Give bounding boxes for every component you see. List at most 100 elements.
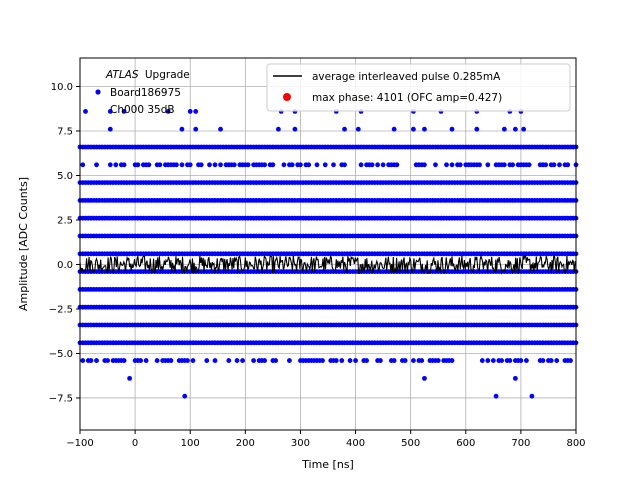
sample-point <box>80 358 86 363</box>
sample-point <box>540 358 546 363</box>
sample-point <box>479 358 485 363</box>
sample-point <box>369 162 375 168</box>
sample-point <box>212 162 218 168</box>
sample-point <box>165 108 171 114</box>
sample-point <box>94 162 99 168</box>
sample-point <box>331 162 336 168</box>
sample-point <box>179 162 185 168</box>
sample-point <box>187 162 193 168</box>
sample-point <box>245 162 251 168</box>
sample-point <box>174 162 179 168</box>
sample-point <box>207 162 212 168</box>
sample-point <box>107 126 113 132</box>
legend-box <box>266 63 571 112</box>
sample-point <box>548 358 554 363</box>
sample-point <box>358 162 364 168</box>
sample-point <box>320 358 325 363</box>
sample-point <box>187 108 193 114</box>
sample-point <box>143 358 149 363</box>
legend: average interleaved pulse 0.285mA max ph… <box>266 63 571 112</box>
sample-point <box>121 358 127 363</box>
sample-point <box>391 358 397 363</box>
sample-point <box>422 375 427 381</box>
sample-point <box>411 358 416 363</box>
sample-point <box>518 358 524 363</box>
legend-entry-pulse: average interleaved pulse 0.285mA <box>312 71 501 83</box>
sample-point <box>512 126 518 132</box>
sample-point <box>485 162 491 168</box>
sample-point <box>435 358 441 363</box>
board-marker <box>95 89 101 95</box>
sample-point <box>251 358 256 363</box>
sample-point <box>218 126 223 132</box>
sample-point <box>198 162 204 168</box>
sample-point <box>512 375 518 381</box>
sample-point <box>306 162 312 168</box>
sample-point <box>204 358 210 363</box>
x-tick-label: 500 <box>401 438 420 449</box>
sample-point <box>276 126 281 132</box>
sample-point <box>433 162 438 168</box>
legend-entry-max-phase: max phase: 4101 (OFC amp=0.427) <box>312 92 502 104</box>
x-tick-label: 0 <box>132 438 138 449</box>
y-tick-label: −2.5 <box>49 304 73 315</box>
sample-point <box>355 126 361 132</box>
sample-point <box>262 358 268 363</box>
y-axis-label: Amplitude [ADC Counts] <box>17 177 30 311</box>
x-tick-label: 100 <box>181 438 200 449</box>
sample-point <box>477 162 482 168</box>
x-axis-label: Time [ns] <box>301 458 354 471</box>
sample-point <box>212 358 218 363</box>
sample-point <box>501 162 507 168</box>
y-tick-label: 10.0 <box>51 82 73 93</box>
sample-point <box>339 358 345 363</box>
sample-point <box>333 358 339 363</box>
sample-point <box>524 358 529 363</box>
sample-point <box>501 126 507 132</box>
sample-point <box>394 162 400 168</box>
sample-point <box>179 126 185 132</box>
x-axis-ticks: −100 0 100 200 300 400 500 600 700 800 <box>66 430 586 449</box>
sample-point <box>565 162 571 168</box>
sample-point <box>364 358 369 363</box>
sample-point <box>193 126 199 132</box>
sample-point <box>342 162 347 168</box>
sample-point <box>485 358 491 363</box>
sample-point <box>135 162 141 168</box>
sample-point <box>521 126 527 132</box>
y-tick-label: −5.0 <box>49 349 73 360</box>
sample-point <box>526 162 532 168</box>
sample-point <box>457 162 463 168</box>
sample-point <box>557 162 562 168</box>
sample-points <box>77 108 579 399</box>
sample-point <box>391 126 397 132</box>
sample-point <box>127 375 132 381</box>
sample-point <box>190 358 196 363</box>
sample-point <box>231 162 237 168</box>
sample-point <box>419 358 425 363</box>
sample-point <box>182 393 188 399</box>
x-tick-label: 300 <box>291 438 310 449</box>
sample-point <box>568 358 573 363</box>
experiment-annotation: ATLAS Upgrade Board186975 Ch000 35dB <box>95 69 190 116</box>
sample-point <box>292 126 298 132</box>
sample-point <box>499 358 504 363</box>
sample-point <box>347 358 353 363</box>
sample-point <box>493 393 499 399</box>
sample-point <box>262 162 268 168</box>
sample-point <box>422 126 427 132</box>
sample-point <box>510 162 516 168</box>
sample-point <box>157 162 163 168</box>
sample-point <box>94 358 99 363</box>
y-tick-label: 7.5 <box>57 126 73 137</box>
sample-point <box>377 358 383 363</box>
pulse-line-path <box>79 253 577 275</box>
sample-point <box>107 162 113 168</box>
sample-point <box>287 358 292 363</box>
sample-point <box>375 162 380 168</box>
board-label: Board186975 <box>110 87 181 99</box>
sample-point <box>281 162 287 168</box>
sample-point <box>168 358 174 363</box>
y-tick-label: 2.5 <box>57 215 73 226</box>
